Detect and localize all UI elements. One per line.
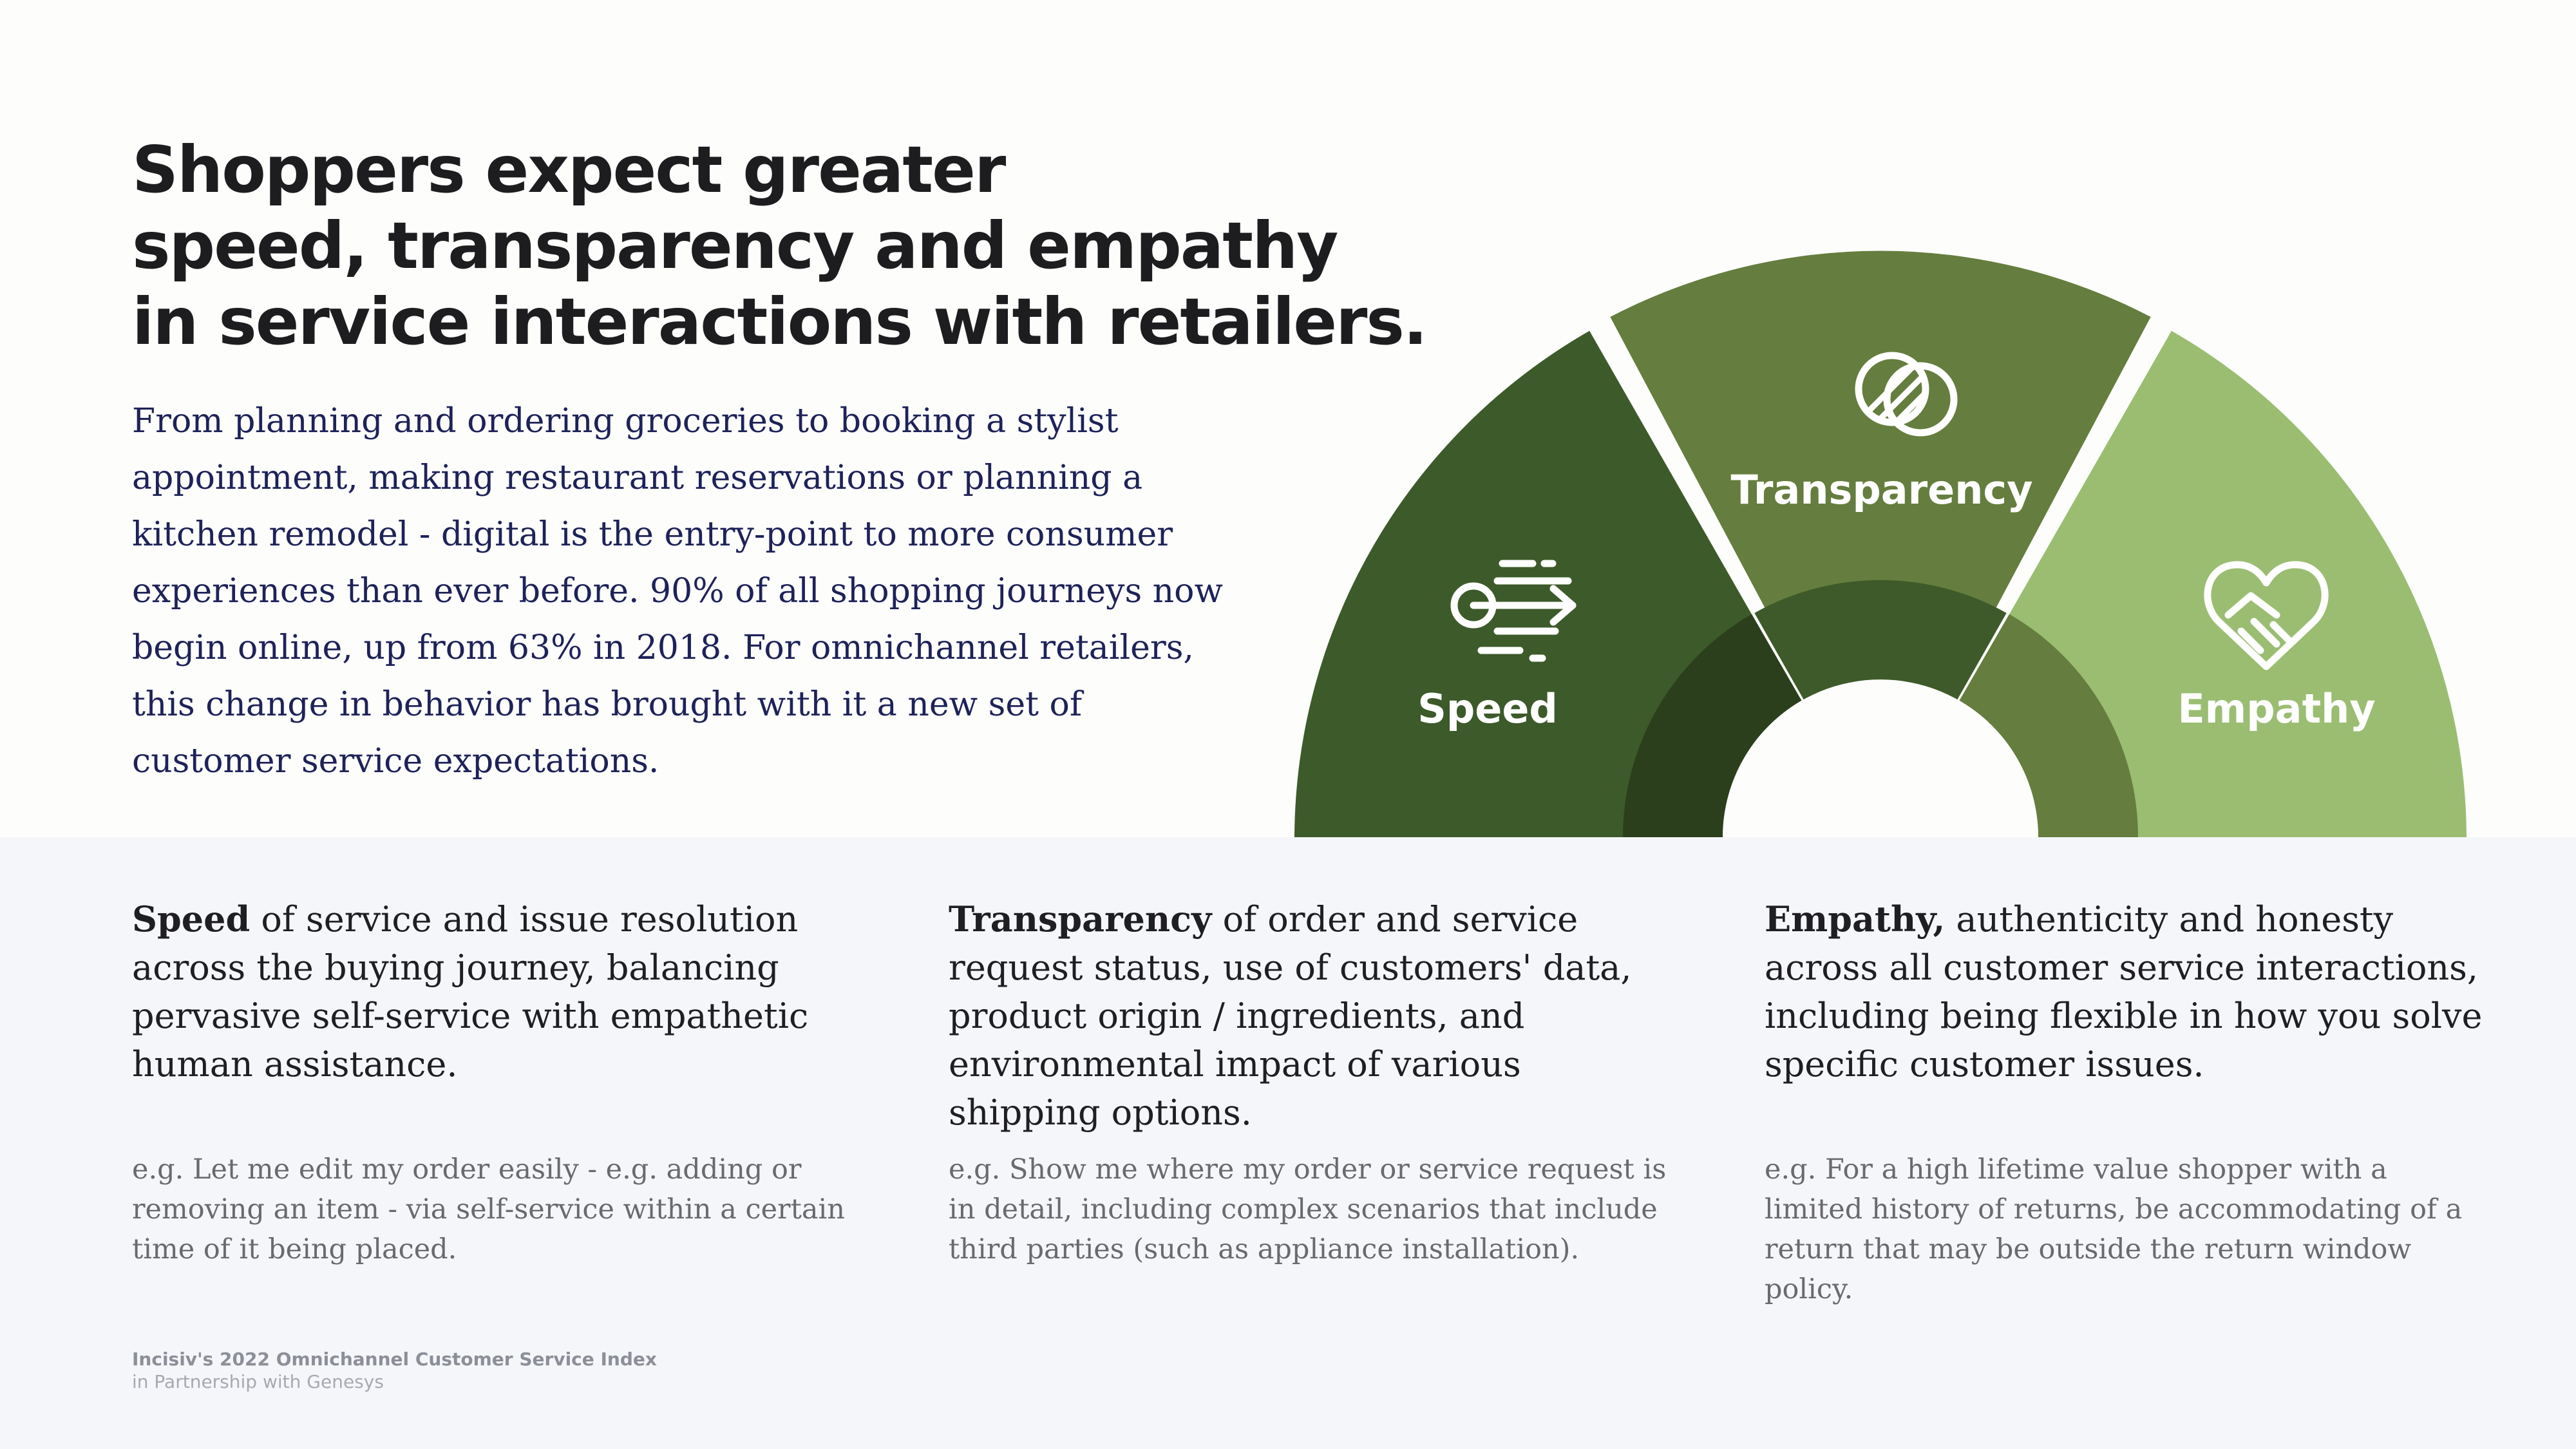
column-empathy: Empathy, authenticity and honesty across…	[1765, 895, 2486, 1305]
intro-paragraph: From planning and ordering groceries to …	[132, 402, 1223, 781]
column-transparency-term: Transparency	[949, 898, 1212, 940]
column-transparency-text: of order and service request status, use…	[949, 899, 1632, 1133]
column-speed-example: e.g. Let me edit my order easily - e.g. …	[132, 1153, 845, 1265]
segment-empathy	[1959, 330, 2467, 837]
column-transparency-example: e.g. Show me where my order or service r…	[949, 1153, 1667, 1265]
page-title-line-1: Shoppers expect greater	[132, 132, 1006, 207]
semicircle-graphic: Speed Transparency	[1282, 245, 2479, 837]
page-title-line-3: in service interactions with retailers.	[132, 284, 1428, 359]
column-speed: Speed of service and issue resolution ac…	[132, 895, 853, 1265]
column-empathy-text: authenticity and honesty across all cust…	[1765, 899, 2483, 1084]
center-hole	[1723, 679, 2038, 837]
page-title: Shoppers expect greater speed, transpare…	[132, 132, 1428, 360]
column-empathy-term: Empathy,	[1765, 898, 1946, 940]
bottom-section	[0, 837, 2576, 1449]
speed-icon	[1450, 560, 1577, 662]
column-speed-lead: Speed of service and issue resolution ac…	[132, 895, 853, 1088]
column-empathy-example: e.g. For a high lifetime value shopper w…	[1765, 1153, 2463, 1305]
footer-line-2: in Partnership with Genesys	[132, 1371, 384, 1392]
handshake-heart-icon	[2204, 561, 2329, 670]
segment-label-speed: Speed	[1417, 685, 1558, 732]
semicircle-svg: Speed Transparency	[1294, 251, 2467, 837]
page-title-line-2: speed, transparency and empathy	[132, 208, 1338, 283]
column-empathy-lead: Empathy, authenticity and honesty across…	[1765, 895, 2486, 1088]
segment-label-transparency: Transparency	[1730, 466, 2032, 513]
column-transparency: Transparency of order and service reques…	[949, 895, 1670, 1265]
column-transparency-lead: Transparency of order and service reques…	[949, 895, 1670, 1137]
segment-label-empathy: Empathy	[2177, 685, 2375, 732]
column-speed-text: of service and issue resolution across t…	[132, 899, 809, 1084]
footer-line-1: Incisiv's 2022 Omnichannel Customer Serv…	[132, 1349, 657, 1370]
footer-source: Incisiv's 2022 Omnichannel Customer Serv…	[132, 1348, 657, 1393]
column-speed-term: Speed	[132, 898, 251, 940]
segment-transparency	[1610, 251, 2151, 704]
